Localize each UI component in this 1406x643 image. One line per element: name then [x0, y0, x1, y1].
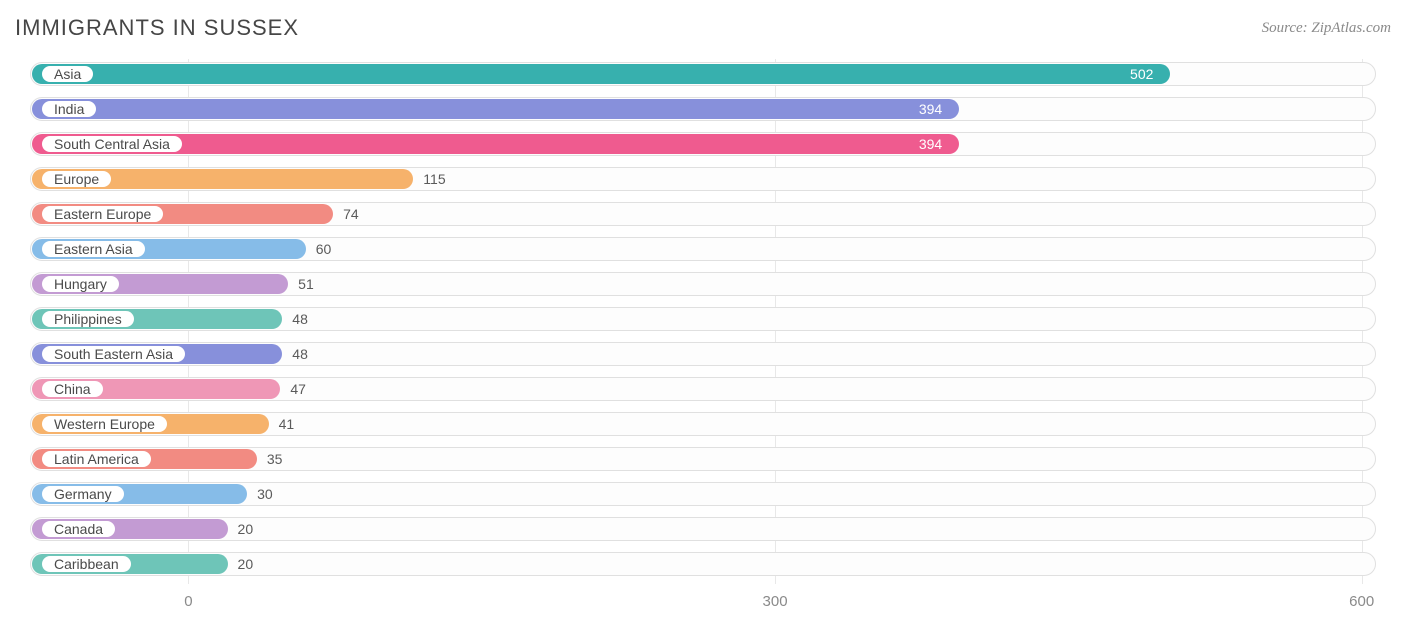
bar-row: Hungary 51	[15, 269, 1391, 299]
bar-value: 51	[298, 269, 314, 299]
bar-label: Germany	[42, 486, 124, 502]
chart-header: IMMIGRANTS IN SUSSEX Source: ZipAtlas.co…	[15, 15, 1391, 41]
bar-track	[30, 552, 1376, 576]
chart-area: Asia 502 India 394 South Central Asia 394 Euro…	[15, 59, 1391, 614]
bar-value: 35	[267, 444, 283, 474]
bar-value: 20	[238, 514, 254, 544]
x-tick-label: 600	[1349, 593, 1374, 610]
bar-row: Western Europe 41	[15, 409, 1391, 439]
bar-row: Europe 115	[15, 164, 1391, 194]
bar-row: Eastern Europe 74	[15, 199, 1391, 229]
bar-label: Western Europe	[42, 416, 167, 432]
bar-row: Caribbean 20	[15, 549, 1391, 579]
bar-label: Canada	[42, 521, 115, 537]
chart-source: Source: ZipAtlas.com	[1262, 20, 1391, 37]
bar-value: 74	[343, 199, 359, 229]
bar-row: Germany 30	[15, 479, 1391, 509]
bar-value: 60	[316, 234, 332, 264]
x-axis: 0 300 600	[30, 589, 1376, 614]
bar-label: Hungary	[42, 276, 119, 292]
bar-value: 48	[292, 339, 308, 369]
bar-row: Eastern Asia 60	[15, 234, 1391, 264]
bar-label: India	[42, 101, 96, 117]
bar-row: Canada 20	[15, 514, 1391, 544]
bar-value: 30	[257, 479, 273, 509]
bar-track	[30, 517, 1376, 541]
bar-label: China	[42, 381, 103, 397]
bar-label: Eastern Asia	[42, 241, 145, 257]
bar-label: Asia	[42, 66, 93, 82]
bar-label: Caribbean	[42, 556, 131, 572]
bar-row: South Central Asia 394	[15, 129, 1391, 159]
bar	[32, 99, 959, 119]
bar-value: 20	[238, 549, 254, 579]
bar	[32, 64, 1170, 84]
bar-value: 41	[279, 409, 295, 439]
bar-row: Latin America 35	[15, 444, 1391, 474]
x-tick-label: 0	[184, 593, 192, 610]
bar-value: 502	[1130, 59, 1153, 89]
bar-label: Latin America	[42, 451, 151, 467]
x-tick-label: 300	[763, 593, 788, 610]
bar-label: Philippines	[42, 311, 134, 327]
bar-value: 394	[919, 129, 942, 159]
bar-label: South Eastern Asia	[42, 346, 185, 362]
bar-value: 48	[292, 304, 308, 334]
bar-row: China 47	[15, 374, 1391, 404]
bar-row: Philippines 48	[15, 304, 1391, 334]
bar-value: 115	[423, 164, 445, 194]
bar-value: 394	[919, 94, 942, 124]
bar-row: South Eastern Asia 48	[15, 339, 1391, 369]
bar-label: Eastern Europe	[42, 206, 163, 222]
bar-label: Europe	[42, 171, 111, 187]
bar-row: India 394	[15, 94, 1391, 124]
bar-label: South Central Asia	[42, 136, 182, 152]
bar-value: 47	[290, 374, 306, 404]
bar-row: Asia 502	[15, 59, 1391, 89]
chart-title: IMMIGRANTS IN SUSSEX	[15, 15, 299, 41]
